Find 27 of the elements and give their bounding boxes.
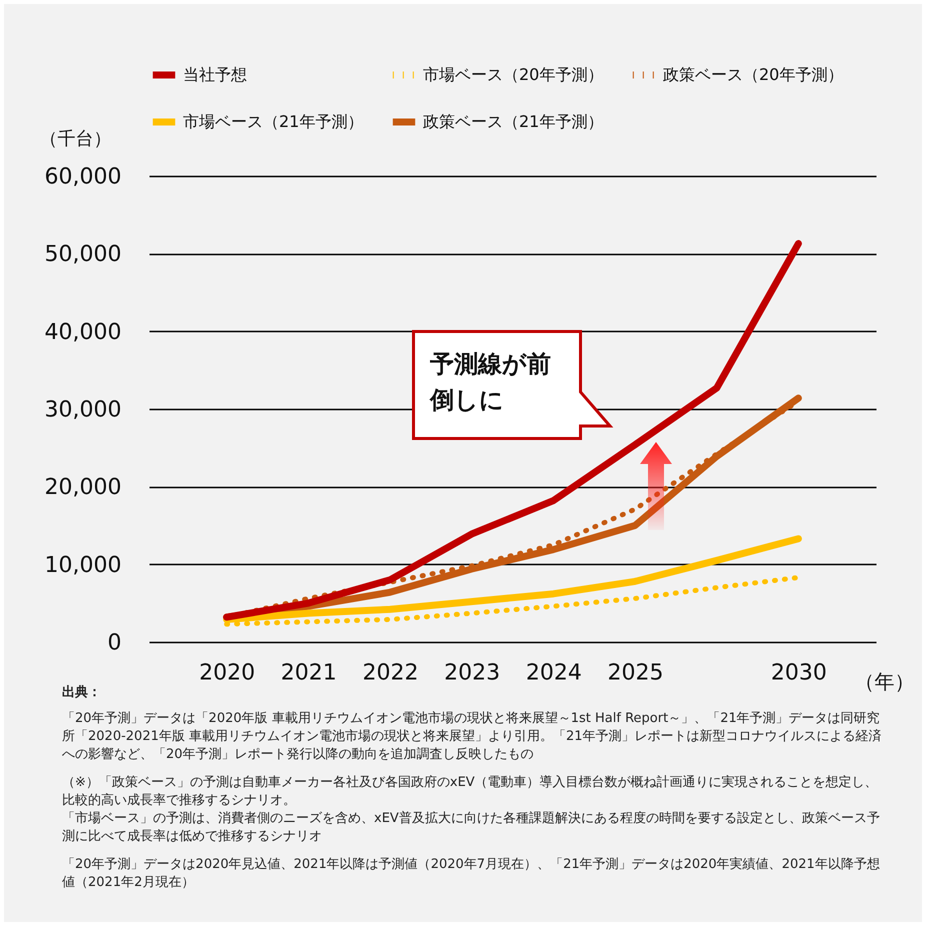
y-tick-label: 60,000: [44, 164, 122, 190]
x-tick-label: 2020: [199, 660, 256, 686]
x-tick-label: 2022: [362, 660, 418, 686]
y-tick-label: 30,000: [44, 398, 122, 422]
legend-label: 政策ベース（20年予測）: [663, 65, 844, 84]
y-tick-label: 0: [108, 630, 122, 656]
x-axis-title: （年）: [854, 670, 914, 694]
legend-label: 政策ベース（21年予測）: [423, 112, 604, 131]
y-axis-title: （千台）: [40, 128, 112, 150]
text: （※）「政策ベース」の予測は自動車メーカー各社及び各国政府のxEV（電動車）導入目標台数が概ね計画通りに実現されることを想定し、比較的高い成長率で推移するシナリオ。: [62, 774, 879, 810]
source-note: 出典：: [62, 685, 101, 700]
annotation: 予測線が前倒しに: [428, 349, 552, 416]
x-tick-label: 2024: [526, 660, 582, 686]
text: 「市場ベース」の予測は、消費者側のニーズを含め、xEV普及拡大に向けた各種課題解決にある程度の時間を要する設定とし、政策ベース予測に比べて成長率は低めで推移するシナリオ: [62, 810, 881, 846]
legend-label: 市場ベース（21年予測）: [183, 112, 364, 131]
y-tick-label: 10,000: [44, 552, 122, 578]
legend-label: 市場ベース（20年予測）: [423, 65, 604, 84]
text: 「20年予測」データは2020年見込値、2021年以降は予測値（2020年7月現在）、「21年予測」データは2020年実績値、2021年以降予想値（2021年2月現在）: [62, 856, 881, 892]
y-tick-label: 40,000: [44, 320, 122, 345]
x-tick-label: 2021: [280, 660, 337, 686]
y-tick-label: 50,000: [44, 242, 122, 268]
y-tick-label: 20,000: [44, 475, 122, 500]
x-tick-label: 2023: [444, 660, 500, 686]
text: 「20年予測」データは「2020年版 車載用リチウムイオン電池市場の現状と将来展望～1st Half Report～」、「21年予測」データは同研究所「2020-2021年版 車載用リチウムイオン電池市場の現状と将来展望」より引用。「21年予測」レポートは新型コロナウイルスによる経済への影響など、「20年予測」レポート発行以降の動向を追加調査し反映したもの: [62, 710, 882, 764]
x-tick-label: 2025: [608, 660, 664, 686]
legend-label: 当社予想: [183, 65, 247, 84]
x-tick-label: 2030: [770, 660, 827, 686]
